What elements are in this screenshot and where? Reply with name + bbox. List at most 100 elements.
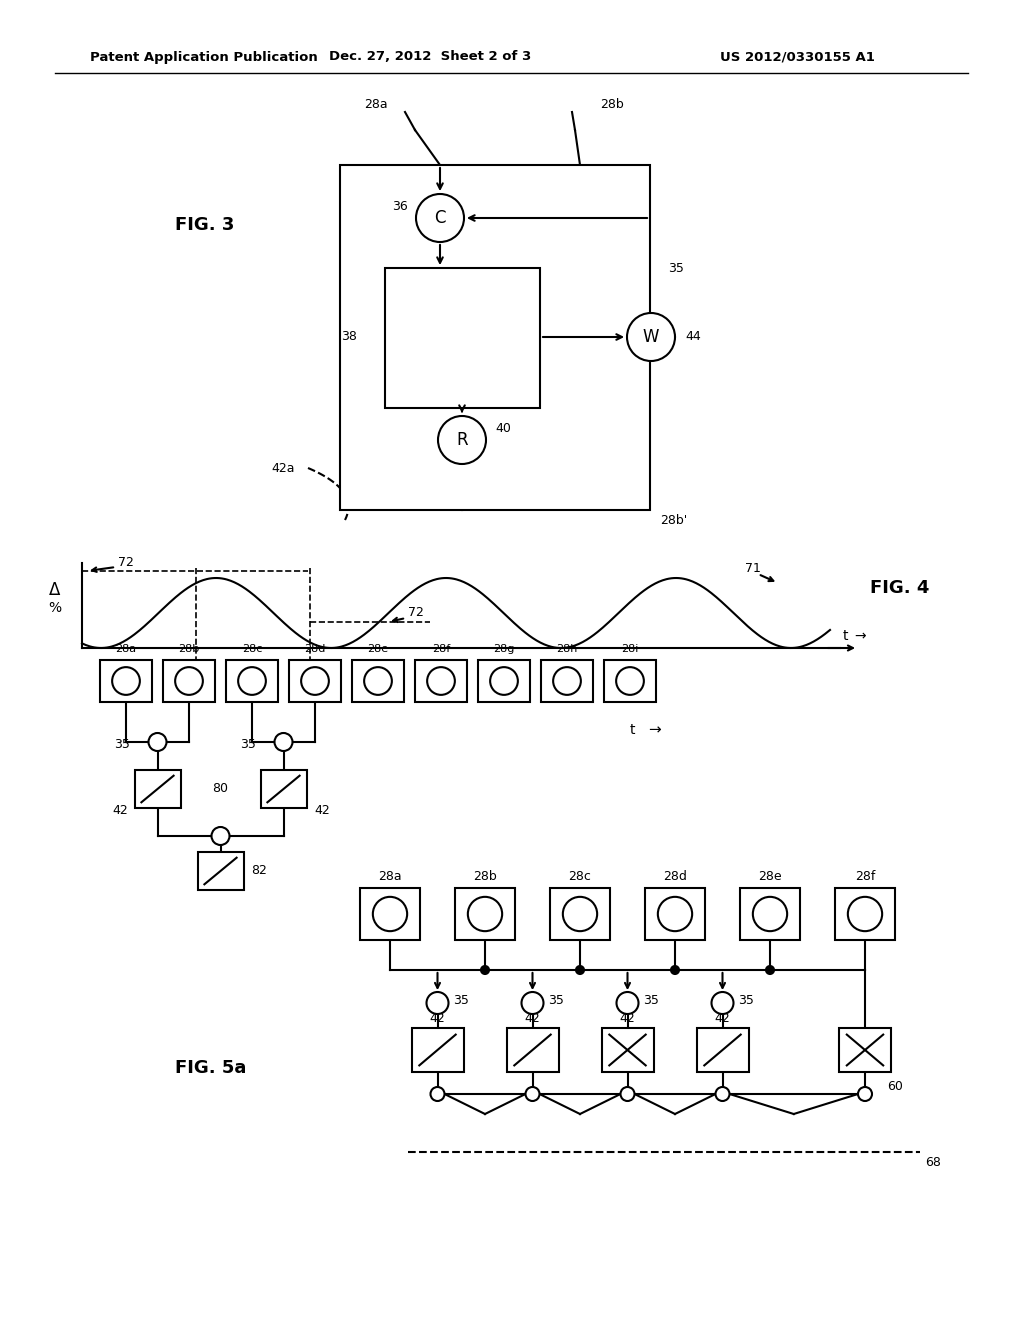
Text: 68: 68 [925,1155,941,1168]
Text: 35: 35 [454,994,469,1007]
Circle shape [113,667,140,694]
Text: 28c: 28c [568,870,592,883]
Bar [385,268,540,408]
Circle shape [848,896,882,931]
Circle shape [671,966,679,974]
Text: 28b: 28b [178,644,200,653]
Bar [360,888,420,940]
Text: 36: 36 [392,201,408,214]
Text: 28f: 28f [432,644,451,653]
Circle shape [575,966,584,974]
Text: W: W [643,327,659,346]
Text: 35: 35 [114,738,129,751]
Bar [645,888,705,940]
Text: 35: 35 [738,994,755,1007]
Text: 28e: 28e [758,870,781,883]
Circle shape [657,896,692,931]
Text: Δ: Δ [49,581,60,599]
Text: 28h: 28h [556,644,578,653]
Text: FIG. 4: FIG. 4 [870,579,930,597]
Circle shape [712,993,733,1014]
Text: 35: 35 [240,738,256,751]
Text: 72: 72 [408,606,424,619]
Bar [455,888,515,940]
Text: →: → [648,722,660,738]
Text: 42: 42 [430,1011,445,1024]
Text: 28g: 28g [494,644,515,653]
Circle shape [627,313,675,360]
Circle shape [427,993,449,1014]
Circle shape [239,667,266,694]
Circle shape [468,896,502,931]
Bar [740,888,800,940]
Text: 42: 42 [314,804,331,817]
Text: FIG. 5a: FIG. 5a [175,1059,247,1077]
Circle shape [621,1086,635,1101]
Circle shape [716,1086,729,1101]
Text: 28i: 28i [622,644,639,653]
Bar [835,888,895,940]
Circle shape [481,966,489,974]
Text: Patent Application Publication: Patent Application Publication [90,50,317,63]
Text: R: R [456,432,468,449]
Circle shape [274,733,293,751]
Bar [478,660,530,702]
Text: 42: 42 [715,1011,730,1024]
Text: 28b: 28b [473,870,497,883]
Text: 28d: 28d [304,644,326,653]
Circle shape [858,1086,872,1101]
Bar [163,660,215,702]
Bar [415,660,467,702]
Circle shape [521,993,544,1014]
Text: 80: 80 [213,783,228,796]
Text: 28f: 28f [855,870,876,883]
Circle shape [616,993,639,1014]
Text: FIG. 3: FIG. 3 [175,216,234,234]
Text: 38: 38 [341,330,357,343]
Text: 28e: 28e [368,644,388,653]
Text: 28b': 28b' [660,513,687,527]
Circle shape [416,194,464,242]
Bar [226,660,278,702]
Bar [696,1028,749,1072]
Text: 28b: 28b [600,98,624,111]
Circle shape [373,896,408,931]
Bar [604,660,656,702]
Bar [100,660,152,702]
Circle shape [212,828,229,845]
Text: 42a: 42a [271,462,295,474]
Circle shape [175,667,203,694]
Text: 35: 35 [549,994,564,1007]
Text: t: t [630,723,636,737]
Text: t: t [843,630,848,643]
Circle shape [766,966,774,974]
Circle shape [616,667,644,694]
Circle shape [553,667,581,694]
Circle shape [427,667,455,694]
Circle shape [563,896,597,931]
Text: 40: 40 [495,421,511,434]
Text: 60: 60 [887,1080,903,1093]
Bar [352,660,404,702]
Text: C: C [434,209,445,227]
Bar [289,660,341,702]
Bar [507,1028,558,1072]
Text: 28a: 28a [378,870,401,883]
Text: 28a: 28a [365,98,388,111]
Text: 82: 82 [252,865,267,878]
Bar [839,1028,891,1072]
Circle shape [753,896,787,931]
Bar [601,1028,653,1072]
Circle shape [430,1086,444,1101]
Circle shape [525,1086,540,1101]
Circle shape [365,667,392,694]
Circle shape [438,416,486,465]
Bar [412,1028,464,1072]
Text: 28c: 28c [242,644,262,653]
Text: 44: 44 [685,330,700,343]
Text: 28a: 28a [116,644,136,653]
Text: Dec. 27, 2012  Sheet 2 of 3: Dec. 27, 2012 Sheet 2 of 3 [329,50,531,63]
Circle shape [148,733,167,751]
Text: %: % [48,601,61,615]
Bar [260,770,306,808]
